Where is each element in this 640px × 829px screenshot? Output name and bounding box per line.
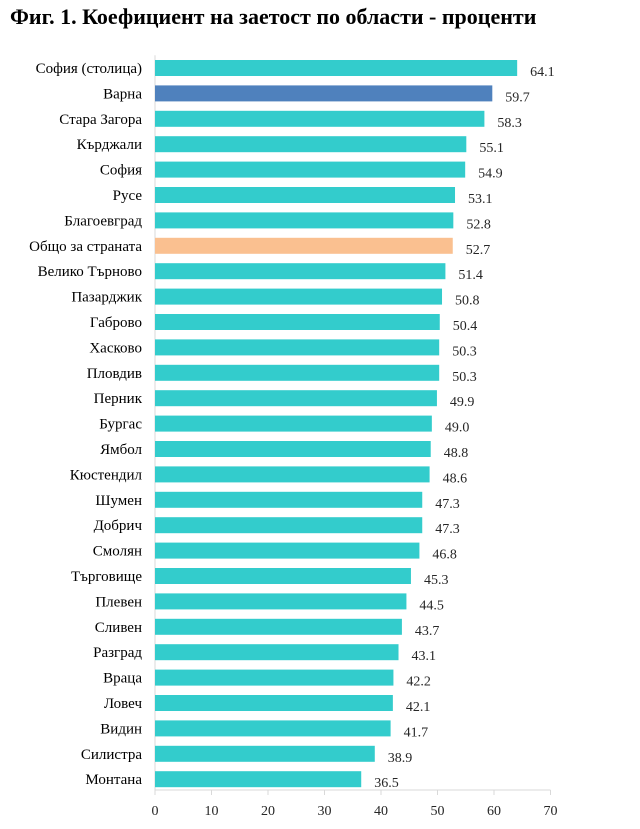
- bar: [155, 568, 411, 584]
- category-label: Видин: [100, 721, 142, 737]
- bar: [155, 288, 443, 305]
- value-label: 54.9: [478, 167, 503, 182]
- x-tick-label: 40: [374, 804, 388, 819]
- bar: [155, 542, 420, 559]
- bar: [155, 85, 493, 102]
- category-label: Русе: [113, 188, 143, 204]
- bar: [155, 745, 375, 762]
- category-label: Ямбол: [100, 442, 142, 458]
- value-label: 50.4: [453, 319, 478, 334]
- category-label: Габрово: [90, 315, 142, 331]
- bar: [155, 441, 431, 457]
- x-tick-label: 10: [205, 804, 219, 819]
- value-label: 64.1: [530, 65, 555, 80]
- x-tick-label: 60: [487, 804, 501, 819]
- category-label: София: [100, 163, 142, 179]
- value-label: 38.9: [388, 751, 413, 766]
- bar: [155, 669, 394, 686]
- x-tick-label: 0: [152, 804, 159, 819]
- bar: [155, 339, 440, 356]
- x-tick-label: 70: [544, 804, 558, 819]
- bar: [155, 415, 432, 432]
- category-label: Кърджали: [77, 137, 142, 153]
- value-label: 48.8: [444, 446, 469, 461]
- value-label: 45.3: [424, 573, 449, 588]
- category-label: Бургас: [99, 417, 142, 433]
- x-tick-label: 50: [431, 804, 445, 819]
- category-label: Добрич: [94, 518, 143, 534]
- value-label: 58.3: [497, 116, 522, 131]
- value-label: 43.1: [412, 649, 437, 664]
- value-label: 47.3: [435, 522, 460, 537]
- category-label: Монтана: [85, 772, 142, 788]
- category-label: Кюстендил: [70, 467, 143, 483]
- category-label: Пловдив: [87, 366, 142, 382]
- value-label: 53.1: [468, 192, 493, 207]
- bar: [155, 720, 391, 737]
- value-label: 43.7: [415, 624, 440, 639]
- value-label: 51.4: [458, 268, 483, 283]
- bar: [155, 60, 518, 76]
- value-label: 52.7: [466, 243, 491, 258]
- category-label: Смолян: [93, 544, 142, 560]
- bar: [155, 593, 407, 610]
- bar: [155, 517, 423, 534]
- value-label: 46.8: [432, 548, 457, 563]
- category-label: Пазарджик: [71, 290, 142, 306]
- category-label: Сливен: [95, 620, 142, 636]
- bar: [155, 618, 402, 635]
- value-label: 41.7: [404, 725, 429, 740]
- value-label: 55.1: [479, 141, 504, 156]
- category-label: Разград: [93, 645, 142, 661]
- bar: [155, 314, 440, 330]
- category-label: Благоевград: [64, 213, 142, 229]
- value-label: 48.6: [443, 471, 468, 486]
- value-label: 36.5: [374, 776, 399, 791]
- category-label: Плевен: [95, 594, 142, 610]
- bar: [155, 110, 485, 127]
- bar: [155, 364, 440, 381]
- value-label: 50.3: [452, 370, 477, 385]
- bar: [155, 644, 399, 661]
- value-label: 59.7: [505, 90, 530, 105]
- value-label: 49.9: [450, 395, 475, 410]
- value-label: 52.8: [466, 217, 491, 232]
- category-label: Перник: [94, 391, 143, 407]
- category-label: Велико Търново: [38, 264, 142, 280]
- category-label: Враца: [103, 671, 142, 687]
- chart-title: Фиг. 1. Коефициент на заетост по области…: [10, 4, 537, 29]
- category-label: Търговище: [71, 569, 142, 585]
- bar: [155, 390, 437, 407]
- category-label: Общо за страната: [29, 239, 142, 255]
- bar: [155, 491, 423, 508]
- value-label: 47.3: [435, 497, 460, 512]
- category-label: Шумен: [95, 493, 142, 509]
- x-tick-label: 20: [261, 804, 275, 819]
- category-label: София (столица): [36, 61, 142, 77]
- bar: [155, 212, 454, 229]
- category-label: Варна: [103, 86, 142, 102]
- category-label: Стара Загора: [59, 112, 142, 128]
- value-label: 42.2: [406, 675, 431, 690]
- bar: [155, 263, 446, 280]
- value-label: 49.0: [445, 421, 470, 436]
- value-label: 50.3: [452, 344, 477, 359]
- bar: [155, 136, 467, 153]
- bar: [155, 695, 393, 711]
- category-label: Силистра: [81, 747, 142, 763]
- bar: [155, 161, 466, 178]
- bar: [155, 771, 362, 788]
- x-tick-label: 30: [318, 804, 332, 819]
- value-label: 42.1: [406, 700, 431, 715]
- category-label: Ловеч: [104, 696, 143, 712]
- value-label: 50.8: [455, 294, 480, 309]
- bar: [155, 237, 453, 254]
- value-label: 44.5: [419, 598, 444, 613]
- category-label: Хасково: [89, 340, 142, 356]
- bar: [155, 187, 456, 203]
- bar: [155, 466, 430, 483]
